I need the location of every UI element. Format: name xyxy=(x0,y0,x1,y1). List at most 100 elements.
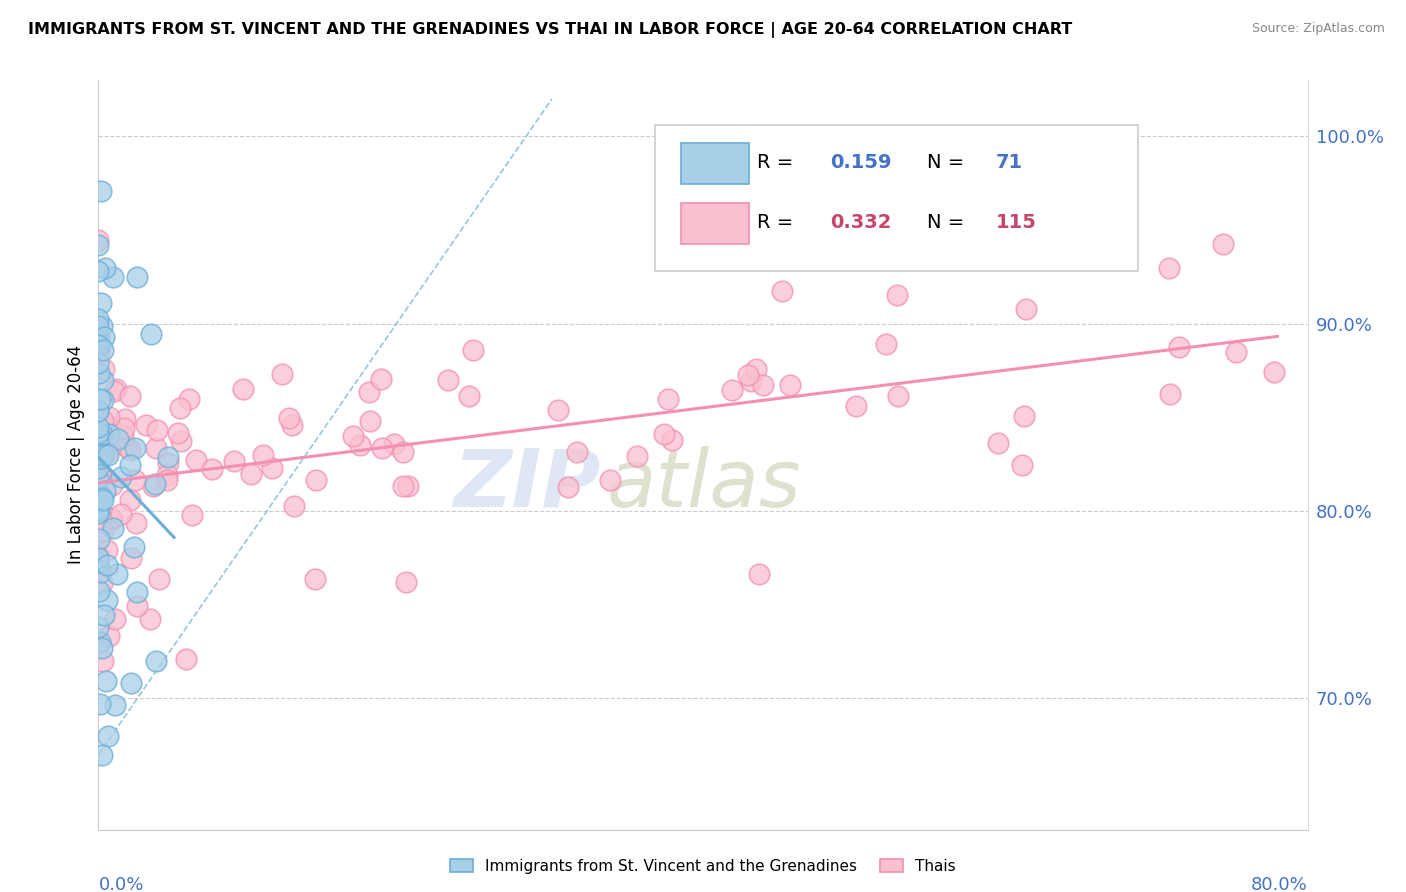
Point xyxy=(745,362,768,376)
Point xyxy=(96,542,118,557)
Point xyxy=(91,392,114,407)
Point xyxy=(89,488,111,502)
Point xyxy=(87,584,110,599)
Point xyxy=(94,260,117,275)
Text: R =: R = xyxy=(758,153,800,172)
Point xyxy=(359,384,381,399)
Point xyxy=(111,429,134,443)
Point xyxy=(93,361,115,376)
Point xyxy=(887,389,910,403)
Point xyxy=(125,516,148,531)
Point xyxy=(987,436,1010,450)
Point xyxy=(96,445,118,459)
Point xyxy=(97,729,120,743)
Point xyxy=(599,473,621,487)
Point xyxy=(98,629,121,643)
Point xyxy=(748,567,770,582)
Point xyxy=(94,484,117,499)
Point xyxy=(122,540,145,554)
Point xyxy=(90,184,112,198)
Point xyxy=(87,357,110,371)
Point xyxy=(101,521,124,535)
Point xyxy=(101,269,124,284)
Point xyxy=(91,343,114,358)
Point xyxy=(565,445,588,459)
Point xyxy=(124,473,146,487)
Point xyxy=(118,492,141,507)
Point xyxy=(91,414,114,428)
Point xyxy=(305,473,328,487)
Point xyxy=(370,372,392,386)
Point xyxy=(87,550,110,565)
Text: Source: ZipAtlas.com: Source: ZipAtlas.com xyxy=(1251,22,1385,36)
Point xyxy=(174,652,197,666)
Point xyxy=(1212,236,1234,251)
Point xyxy=(104,698,127,712)
Point xyxy=(142,479,165,493)
Point xyxy=(98,420,121,434)
Text: 0.159: 0.159 xyxy=(830,153,891,172)
Point xyxy=(145,441,167,455)
Point xyxy=(270,368,292,382)
Point xyxy=(87,237,110,252)
Point xyxy=(239,467,262,481)
Point xyxy=(145,423,167,437)
Point xyxy=(167,426,190,441)
Point xyxy=(89,428,111,442)
Point xyxy=(87,457,110,471)
Point xyxy=(87,461,110,475)
Point xyxy=(626,449,648,463)
Point xyxy=(89,560,111,574)
Point xyxy=(110,507,132,521)
Text: IMMIGRANTS FROM ST. VINCENT AND THE GRENADINES VS THAI IN LABOR FORCE | AGE 20-6: IMMIGRANTS FROM ST. VINCENT AND THE GREN… xyxy=(28,22,1073,38)
Point xyxy=(87,454,110,468)
Point xyxy=(93,608,115,623)
Point xyxy=(93,524,115,538)
Point xyxy=(382,436,405,450)
Text: N =: N = xyxy=(927,213,970,232)
Point xyxy=(169,401,191,415)
Point xyxy=(143,477,166,491)
Point xyxy=(201,461,224,475)
Point xyxy=(87,334,110,349)
Point xyxy=(101,478,124,492)
Point xyxy=(457,388,479,402)
Point xyxy=(1159,387,1181,401)
Point xyxy=(87,549,110,563)
Point xyxy=(224,454,246,468)
Point xyxy=(461,343,484,357)
Point xyxy=(96,558,118,572)
Point xyxy=(135,417,157,432)
Point xyxy=(127,584,149,599)
Point xyxy=(90,431,112,445)
Point xyxy=(139,327,162,342)
Point xyxy=(125,599,148,614)
Point xyxy=(98,427,121,442)
Point xyxy=(87,414,110,428)
Point xyxy=(342,429,364,443)
Point xyxy=(87,311,110,326)
Point xyxy=(89,504,111,518)
Point xyxy=(87,232,110,246)
Point xyxy=(90,565,112,579)
Point xyxy=(179,392,201,406)
Point xyxy=(87,513,110,527)
Point xyxy=(87,264,110,278)
Text: 80.0%: 80.0% xyxy=(1251,877,1308,892)
Point xyxy=(371,441,394,455)
Point xyxy=(169,434,191,448)
Point xyxy=(1014,409,1036,423)
Point xyxy=(1015,301,1038,316)
Point xyxy=(87,555,110,569)
Point xyxy=(875,337,897,351)
Point xyxy=(87,335,110,350)
Point xyxy=(156,474,179,488)
Text: ZIP: ZIP xyxy=(453,446,600,524)
Point xyxy=(120,675,142,690)
Point xyxy=(87,472,110,486)
Point xyxy=(392,479,415,493)
Point xyxy=(87,318,110,333)
Point xyxy=(1011,458,1033,473)
Text: 115: 115 xyxy=(995,213,1036,232)
Point xyxy=(114,412,136,426)
